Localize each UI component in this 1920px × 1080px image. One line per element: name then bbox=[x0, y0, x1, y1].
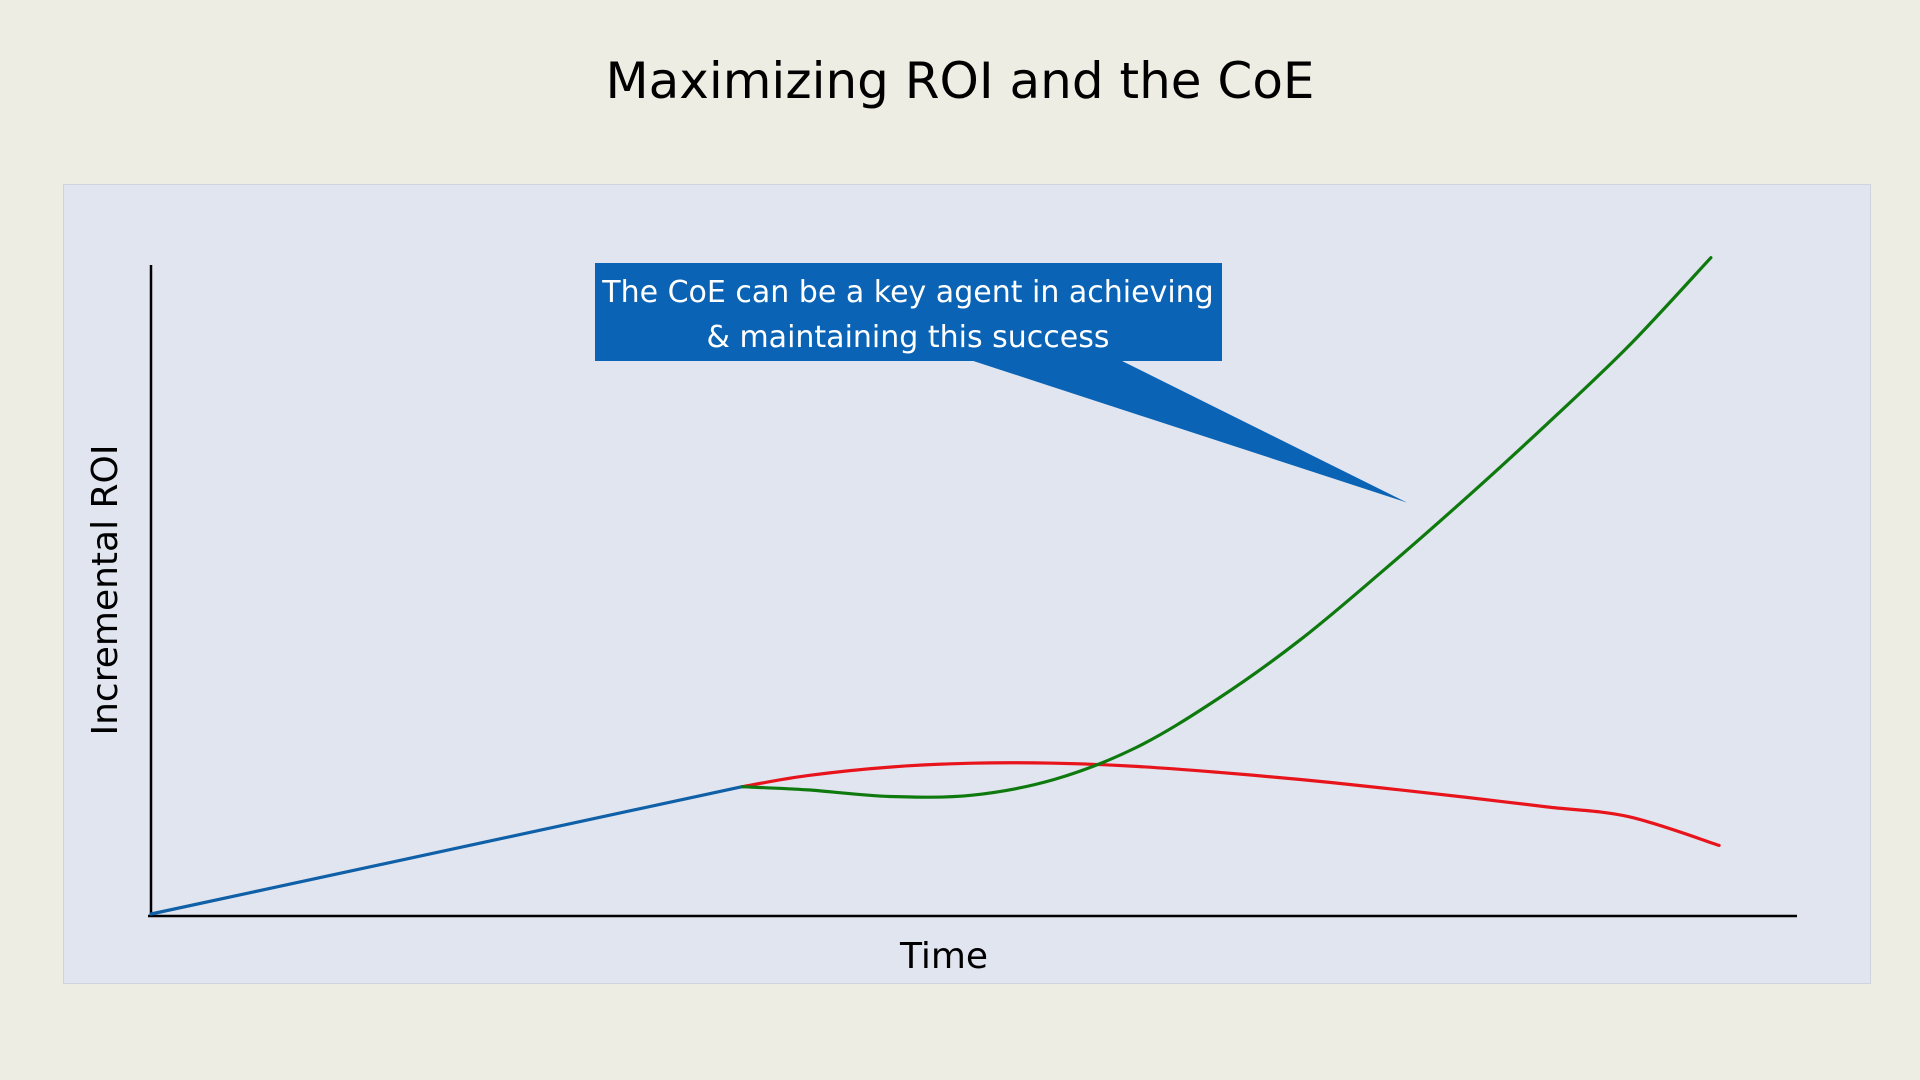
callout-annotation: The CoE can be a key agent in achieving … bbox=[595, 263, 1408, 503]
callout-pointer bbox=[958, 356, 1408, 503]
callout-text-line-1: The CoE can be a key agent in achieving bbox=[601, 275, 1213, 310]
x-axis-label: Time bbox=[899, 936, 988, 977]
series-line-baseline bbox=[149, 785, 744, 916]
y-axis-label: Incremental ROI bbox=[85, 444, 126, 735]
series-line-without-coe bbox=[740, 761, 1721, 847]
series-layer bbox=[149, 256, 1721, 916]
series-line-with-coe bbox=[740, 256, 1713, 799]
slide-title: Maximizing ROI and the CoE bbox=[605, 52, 1315, 110]
callout-box bbox=[595, 263, 1222, 361]
callout-text-line-2: & maintaining this success bbox=[707, 320, 1110, 355]
